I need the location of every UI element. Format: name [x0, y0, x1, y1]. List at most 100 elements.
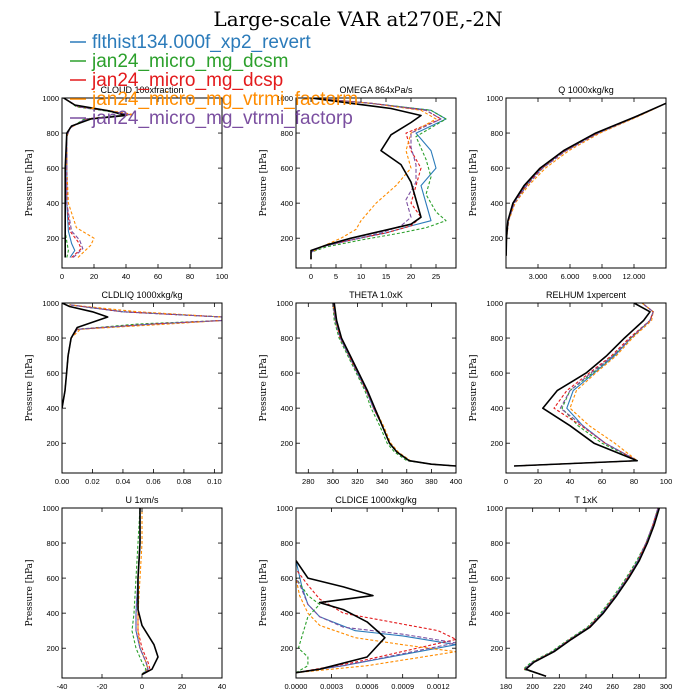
panel-3: CLDLIQ 1000xkg/kg 200 400 600 800 1000 0.00 0.0…	[25, 290, 223, 486]
series-line-5	[296, 560, 386, 674]
ytick-label: 800	[46, 129, 59, 138]
xtick-label: 340	[376, 477, 389, 486]
series-line-4	[332, 303, 456, 467]
ytick-label: 400	[280, 609, 293, 618]
series-line-0	[296, 560, 456, 674]
series-line-4	[296, 577, 456, 674]
series-line-5	[137, 508, 159, 676]
xtick-label: 40	[566, 477, 574, 486]
panel-5: RELHUM 1xpercent 200 400 600 800 1000 0 20 40 60 8…	[469, 290, 672, 486]
xtick-label: -20	[97, 682, 108, 691]
legend-entry-2: jan24_micro_mg_dcsp	[91, 70, 283, 91]
xtick-label: 0.06	[146, 477, 161, 486]
xtick-label: 240	[580, 682, 593, 691]
ytick-label: 1000	[276, 94, 293, 103]
ytick-label: 1000	[486, 504, 503, 513]
xtick-label: 20	[90, 272, 98, 281]
series-line-5	[506, 102, 666, 256]
series-line-0	[62, 304, 222, 409]
xtick-label: 40	[218, 682, 226, 691]
ytick-label: 800	[280, 334, 293, 343]
ytick-label: 800	[490, 129, 503, 138]
xtick-label: 6.000	[561, 272, 580, 281]
figure-title: Large-scale VAR at270E,-2N	[213, 7, 502, 31]
xtick-label: 12.000	[623, 272, 646, 281]
panel-2: Q 1000xkg/kg 200 400 600 800 1000 3.000 6.000 9.…	[469, 85, 667, 281]
panel-0-ylabel: Pressure [hPa]	[25, 149, 35, 216]
ytick-label: 600	[46, 574, 59, 583]
panel-2-ylabel: Pressure [hPa]	[469, 149, 479, 216]
ytick-label: 1000	[42, 504, 59, 513]
ytick-label: 600	[490, 369, 503, 378]
ytick-label: 600	[280, 369, 293, 378]
series-line-5	[513, 303, 651, 467]
panel-0-frame	[61, 97, 223, 269]
panel-4-title: THETA 1.0xK	[349, 290, 403, 300]
panel-1: OMEGA 864xPa/s 200 400 600 800 1000 0 5 10 15 20 25…	[259, 85, 457, 281]
series-line-5	[333, 303, 456, 467]
panel-8-ylabel: Pressure [hPa]	[469, 559, 479, 626]
xtick-label: 15	[382, 272, 390, 281]
xtick-label: 0.02	[85, 477, 100, 486]
xtick-label: 200	[526, 682, 539, 691]
series-line-1	[332, 303, 456, 467]
ytick-label: 200	[46, 439, 59, 448]
xtick-label: 80	[630, 477, 638, 486]
xtick-label: 100	[216, 272, 229, 281]
series-line-3	[296, 577, 456, 674]
xtick-label: 0.0000	[285, 682, 308, 691]
ytick-label: 400	[490, 609, 503, 618]
ytick-label: 1000	[276, 504, 293, 513]
series-line-2	[296, 568, 456, 674]
xtick-label: 0.00	[55, 477, 70, 486]
xtick-label: 0	[309, 272, 313, 281]
ytick-label: 1000	[276, 299, 293, 308]
series-line-3	[513, 303, 654, 467]
panel-4-ylabel: Pressure [hPa]	[259, 354, 269, 421]
ytick-label: 600	[280, 164, 293, 173]
panel-7-frame	[295, 507, 457, 679]
xtick-label: 60	[154, 272, 162, 281]
panel-3-ylabel: Pressure [hPa]	[25, 354, 35, 421]
ytick-label: 800	[46, 539, 59, 548]
ytick-label: 200	[46, 234, 59, 243]
panel-7-title: CLDICE 1000xkg/kg	[335, 495, 417, 505]
series-line-0	[332, 303, 456, 467]
xtick-label: 360	[401, 477, 414, 486]
series-line-1	[513, 303, 654, 467]
series-line-5	[62, 303, 109, 409]
xtick-label: 40	[122, 272, 130, 281]
panel-8: T 1xK 200 400 600 800 1000 180 200 220 240 260 280 3…	[469, 495, 672, 691]
legend-entry-1: jan24_micro_mg_dcsm	[91, 51, 288, 72]
series-line-4	[513, 303, 654, 467]
panel-8-frame	[505, 507, 667, 679]
ytick-label: 600	[46, 369, 59, 378]
panel-6-title: U 1xm/s	[125, 495, 159, 505]
legend-entry-4: jan24_micro_mg_vtrmi_factorp	[91, 108, 353, 129]
xtick-label: 300	[660, 682, 673, 691]
series-line-2	[513, 303, 654, 467]
xtick-label: 5	[334, 272, 338, 281]
xtick-label: 220	[553, 682, 566, 691]
xtick-label: 20	[534, 477, 542, 486]
panel-1-frame	[295, 97, 457, 269]
series-line-3	[66, 99, 135, 258]
series-line-3	[506, 102, 666, 256]
series-line-2	[310, 98, 442, 260]
xtick-label: 300	[327, 477, 340, 486]
legend-entry-0: flthist134.000f_xp2_revert	[92, 32, 311, 53]
series-line-3	[62, 304, 222, 409]
xtick-label: 380	[425, 477, 438, 486]
xtick-label: 100	[660, 477, 673, 486]
series-line-3	[332, 303, 456, 467]
ytick-label: 800	[46, 334, 59, 343]
ytick-label: 400	[280, 404, 293, 413]
series-line-1	[131, 508, 147, 675]
ytick-label: 800	[490, 539, 503, 548]
xtick-label: 60	[598, 477, 606, 486]
series-line-2	[524, 508, 659, 677]
panel-7-ylabel: Pressure [hPa]	[259, 559, 269, 626]
xtick-label: 10	[357, 272, 365, 281]
panel-6-ylabel: Pressure [hPa]	[25, 559, 35, 626]
series-line-4	[135, 508, 149, 675]
